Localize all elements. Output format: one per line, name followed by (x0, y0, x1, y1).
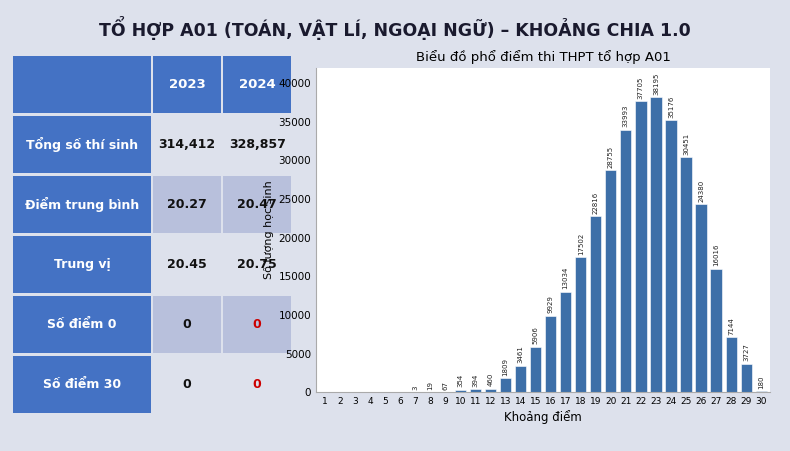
FancyBboxPatch shape (153, 176, 221, 233)
Text: 3: 3 (412, 386, 418, 390)
Bar (740, 364, 752, 392)
Text: 0: 0 (253, 378, 261, 391)
Bar (545, 316, 556, 392)
Text: 7144: 7144 (728, 317, 734, 335)
Text: 67: 67 (442, 381, 449, 390)
Bar (635, 101, 646, 392)
FancyBboxPatch shape (13, 55, 151, 113)
FancyBboxPatch shape (224, 236, 292, 293)
Text: 328,857: 328,857 (229, 138, 286, 151)
Text: TỔ HỢP A01 (TOÁN, VẬT LÍ, NGOẠI NGỮ) – KHOẢNG CHIA 1.0: TỔ HỢP A01 (TOÁN, VẬT LÍ, NGOẠI NGỮ) – K… (99, 16, 691, 40)
FancyBboxPatch shape (153, 55, 221, 113)
Bar (560, 292, 571, 392)
X-axis label: Khoảng điểm: Khoảng điểm (504, 410, 582, 424)
FancyBboxPatch shape (13, 296, 151, 353)
Bar (455, 390, 466, 392)
FancyBboxPatch shape (153, 296, 221, 353)
Text: 3461: 3461 (517, 345, 524, 364)
Bar (530, 347, 541, 392)
Text: 37705: 37705 (638, 76, 644, 98)
FancyBboxPatch shape (13, 356, 151, 414)
Text: 38195: 38195 (653, 72, 659, 95)
Text: 2023: 2023 (169, 78, 205, 91)
Text: 17502: 17502 (577, 232, 584, 255)
Text: 460: 460 (487, 373, 494, 387)
FancyBboxPatch shape (224, 55, 292, 113)
Text: 394: 394 (472, 373, 479, 387)
Text: Tổng số thí sinh: Tổng số thí sinh (26, 137, 138, 152)
Text: 1809: 1809 (502, 358, 509, 376)
Bar (665, 120, 676, 392)
Text: 19: 19 (427, 381, 433, 390)
Text: 20.75: 20.75 (237, 258, 277, 271)
FancyBboxPatch shape (13, 176, 151, 233)
Bar (725, 337, 737, 392)
Bar (515, 366, 526, 392)
FancyBboxPatch shape (153, 356, 221, 414)
FancyBboxPatch shape (153, 236, 221, 293)
Text: Số điểm 30: Số điểm 30 (43, 378, 121, 391)
Text: Số điểm 0: Số điểm 0 (47, 318, 117, 331)
Title: Biểu đồ phổ điểm thi THPT tổ hợp A01: Biểu đồ phổ điểm thi THPT tổ hợp A01 (416, 50, 671, 64)
Text: 30451: 30451 (683, 133, 689, 155)
Bar (470, 389, 481, 392)
Bar (590, 216, 601, 392)
Text: 5906: 5906 (532, 327, 539, 345)
FancyBboxPatch shape (224, 296, 292, 353)
Text: 20.47: 20.47 (237, 198, 277, 211)
Text: 354: 354 (457, 374, 464, 387)
Text: 9929: 9929 (547, 295, 554, 313)
Text: 2024: 2024 (239, 78, 276, 91)
FancyBboxPatch shape (224, 356, 292, 414)
Bar (755, 391, 767, 392)
Text: 24380: 24380 (698, 179, 704, 202)
Text: 13034: 13034 (562, 267, 569, 289)
Bar (500, 378, 511, 392)
FancyBboxPatch shape (13, 116, 151, 173)
Text: 0: 0 (253, 318, 261, 331)
Text: 33993: 33993 (623, 105, 629, 127)
FancyBboxPatch shape (224, 116, 292, 173)
Text: 180: 180 (758, 375, 764, 389)
Bar (680, 157, 692, 392)
Bar (695, 204, 707, 392)
Text: 314,412: 314,412 (159, 138, 216, 151)
Bar (485, 389, 496, 392)
Text: 20.27: 20.27 (167, 198, 207, 211)
Text: 0: 0 (182, 378, 191, 391)
Bar (650, 97, 661, 392)
Bar (710, 268, 722, 392)
Text: Trung vị: Trung vị (54, 258, 111, 271)
Text: 35176: 35176 (668, 96, 674, 118)
Text: 3727: 3727 (743, 343, 749, 361)
Text: 16016: 16016 (713, 244, 719, 266)
Text: 0: 0 (182, 318, 191, 331)
Y-axis label: Số lượng học sinh: Số lượng học sinh (263, 181, 274, 279)
Bar (605, 170, 616, 392)
FancyBboxPatch shape (153, 116, 221, 173)
Text: 20.45: 20.45 (167, 258, 207, 271)
Text: 28755: 28755 (608, 146, 614, 168)
FancyBboxPatch shape (13, 236, 151, 293)
FancyBboxPatch shape (224, 176, 292, 233)
Bar (620, 129, 631, 392)
Text: 22816: 22816 (592, 191, 599, 214)
Text: Điểm trung bình: Điểm trung bình (24, 197, 139, 212)
Bar (575, 257, 586, 392)
